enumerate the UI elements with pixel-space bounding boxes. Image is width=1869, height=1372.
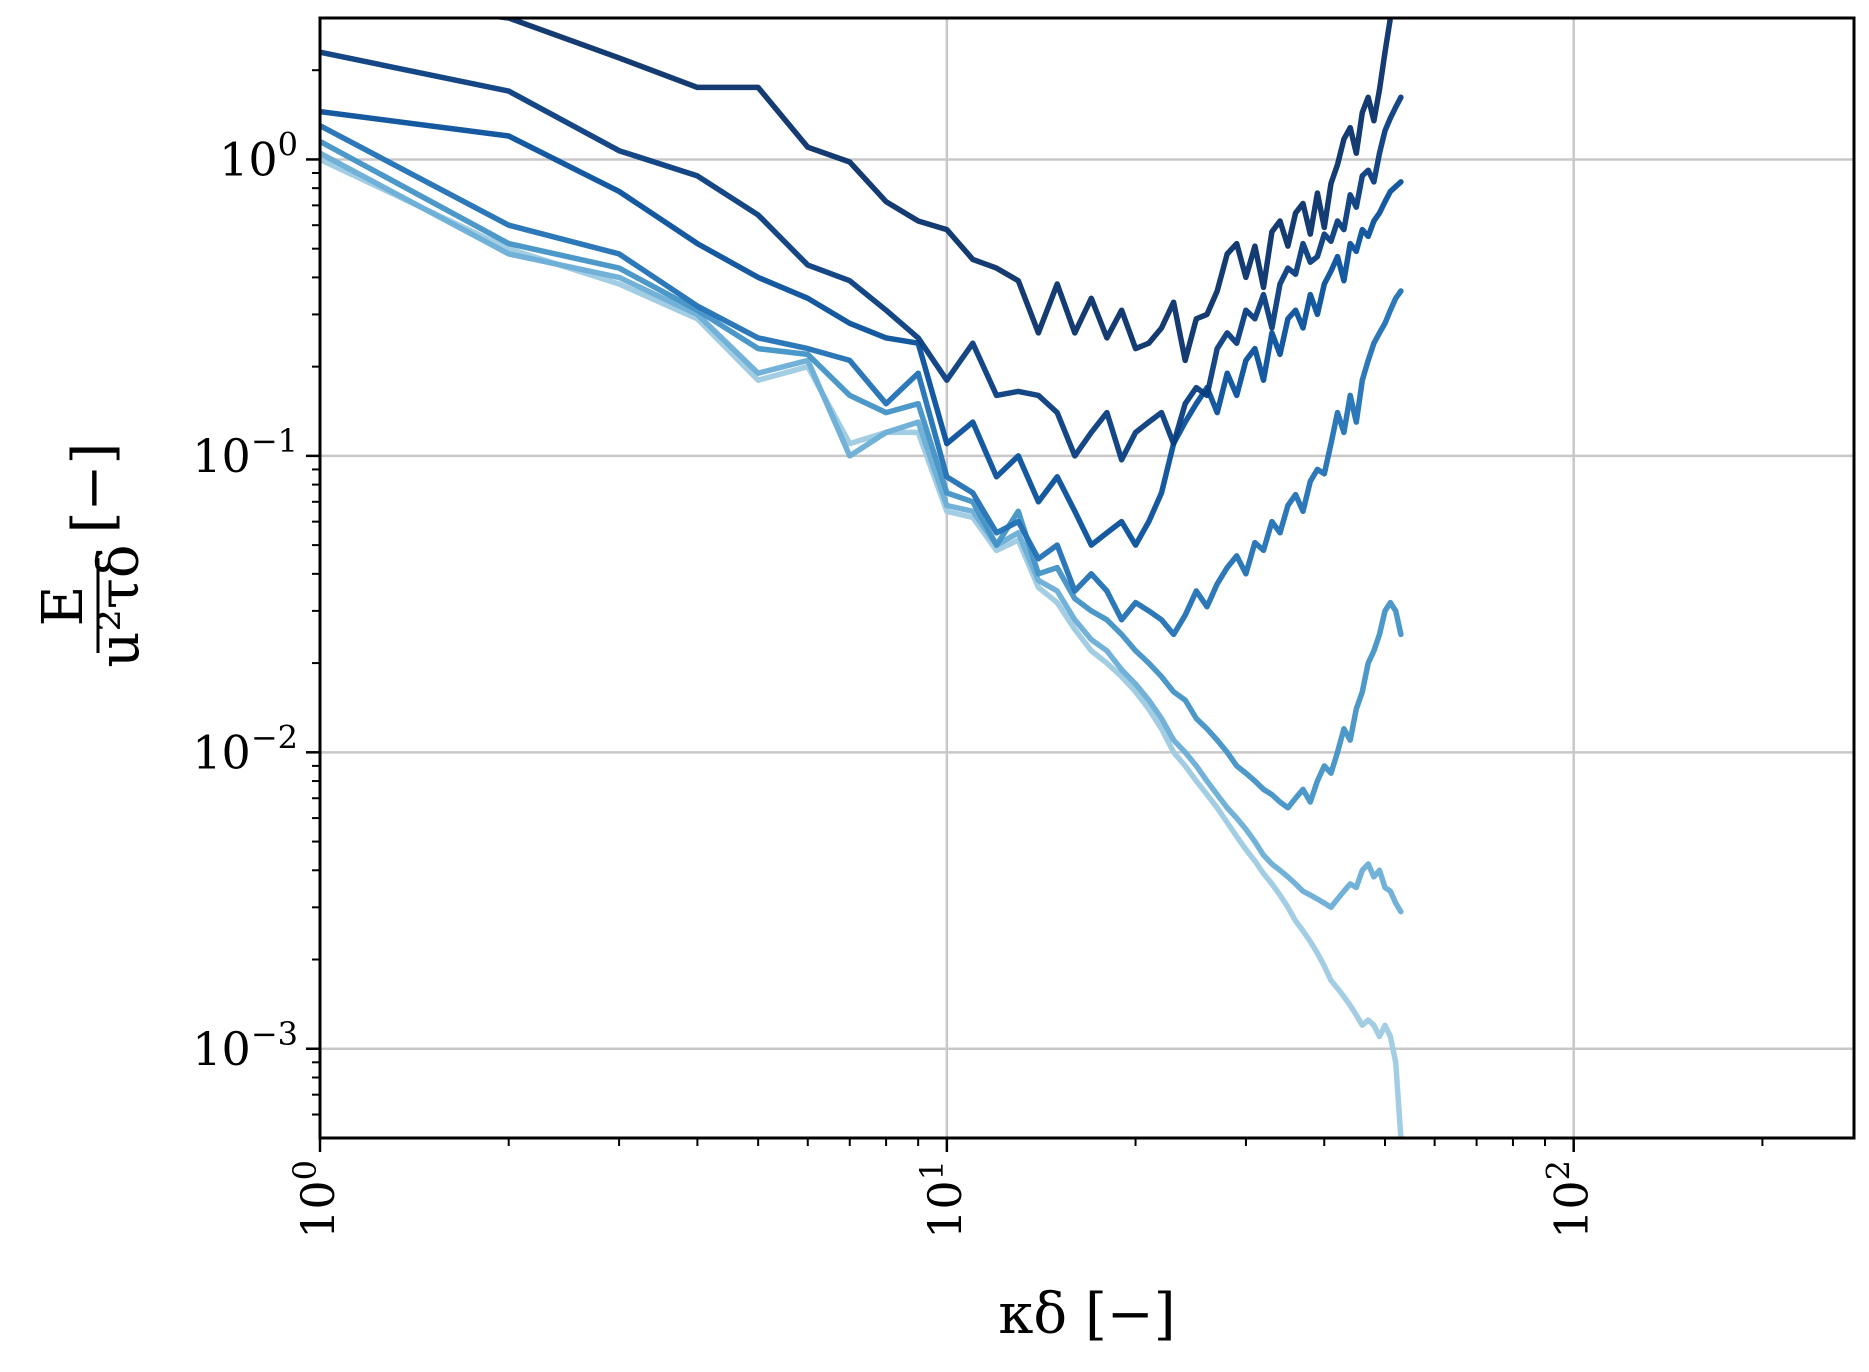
plot-frame — [318, 16, 1856, 1140]
x-tick-label-text: 101 — [913, 1160, 972, 1239]
x-tick-label-text: 100 — [286, 1160, 345, 1239]
x-axis-label: κδ [−] — [998, 1282, 1175, 1347]
series-line — [320, 138, 1404, 811]
series-line — [320, 156, 1404, 1138]
grid-layer — [318, 18, 1854, 1138]
series-line — [320, 122, 1404, 638]
series-line — [320, 150, 1404, 915]
x-tick-label: 102 — [1540, 1160, 1599, 1239]
series-line — [486, 18, 1394, 364]
y-axis-label: E u²τδ [−] — [31, 443, 152, 668]
tick-layer: 100 101 102 10−3 10−2 10−1 100 — [192, 69, 1764, 1239]
y-tick-label: 100 — [219, 125, 298, 186]
y-axis-label-unit: [−] — [61, 443, 126, 534]
y-tick-label: 10−2 — [192, 718, 298, 779]
series-layer — [320, 18, 1404, 1138]
series-line — [320, 108, 1404, 548]
x-tick-label: 100 — [286, 1160, 345, 1239]
y-tick-label: 10−3 — [192, 1015, 298, 1076]
y-axis-label-denominator: u²τδ — [87, 544, 152, 667]
x-tick-label: 101 — [913, 1160, 972, 1239]
y-axis-label-numerator: E — [31, 586, 96, 627]
series-line — [320, 49, 1404, 463]
x-tick-label-text: 102 — [1540, 1160, 1599, 1239]
y-tick-label: 10−1 — [192, 422, 298, 483]
